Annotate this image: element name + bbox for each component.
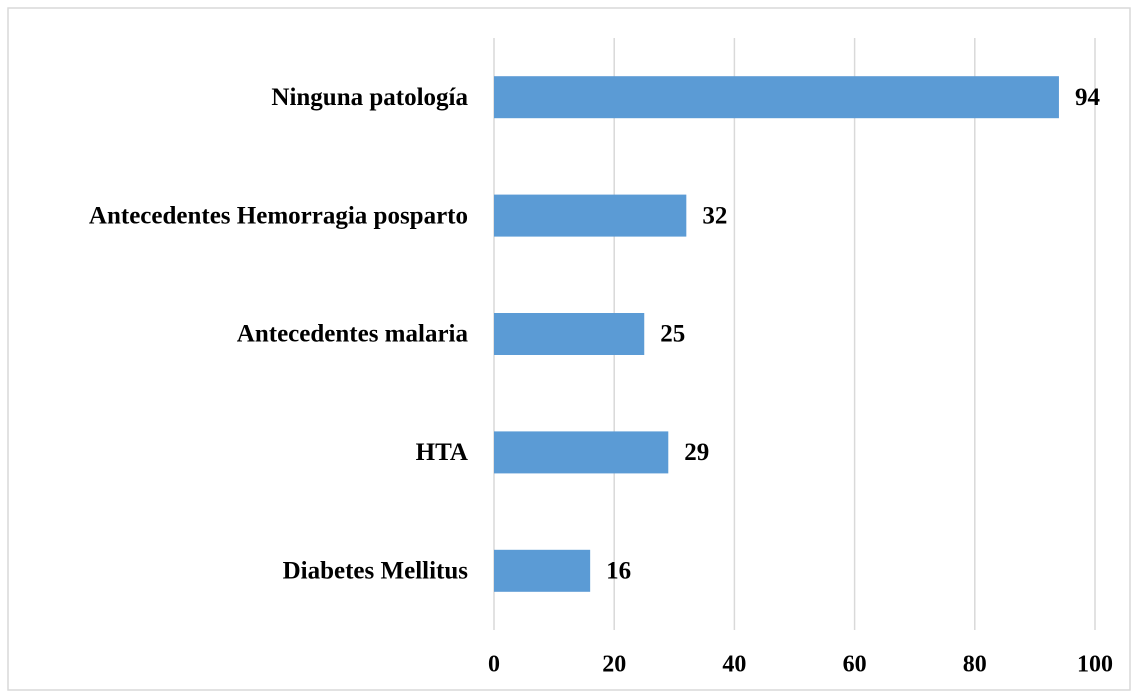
data-label: 16 [606, 558, 631, 585]
x-tick-label: 20 [602, 652, 626, 678]
y-tick-label: Diabetes Mellitus [283, 558, 469, 585]
x-tick-label: 80 [963, 652, 987, 678]
y-tick-label: Ninguna patología [271, 84, 468, 111]
bar [494, 431, 669, 474]
data-label: 94 [1075, 84, 1101, 111]
bar [494, 549, 591, 592]
data-label: 29 [684, 439, 709, 466]
x-tick-label: 40 [722, 652, 746, 678]
data-label: 25 [660, 321, 685, 348]
x-tick-label: 60 [843, 652, 867, 678]
y-tick-label: Antecedentes malaria [237, 321, 469, 348]
y-tick-label: HTA [416, 439, 468, 466]
data-label: 32 [702, 202, 727, 229]
x-tick-label: 100 [1077, 652, 1113, 678]
x-tick-label: 0 [488, 652, 500, 678]
bar [494, 76, 1059, 119]
bar [494, 194, 687, 237]
bar [494, 313, 645, 355]
y-tick-label: Antecedentes Hemorragia posparto [89, 202, 468, 229]
